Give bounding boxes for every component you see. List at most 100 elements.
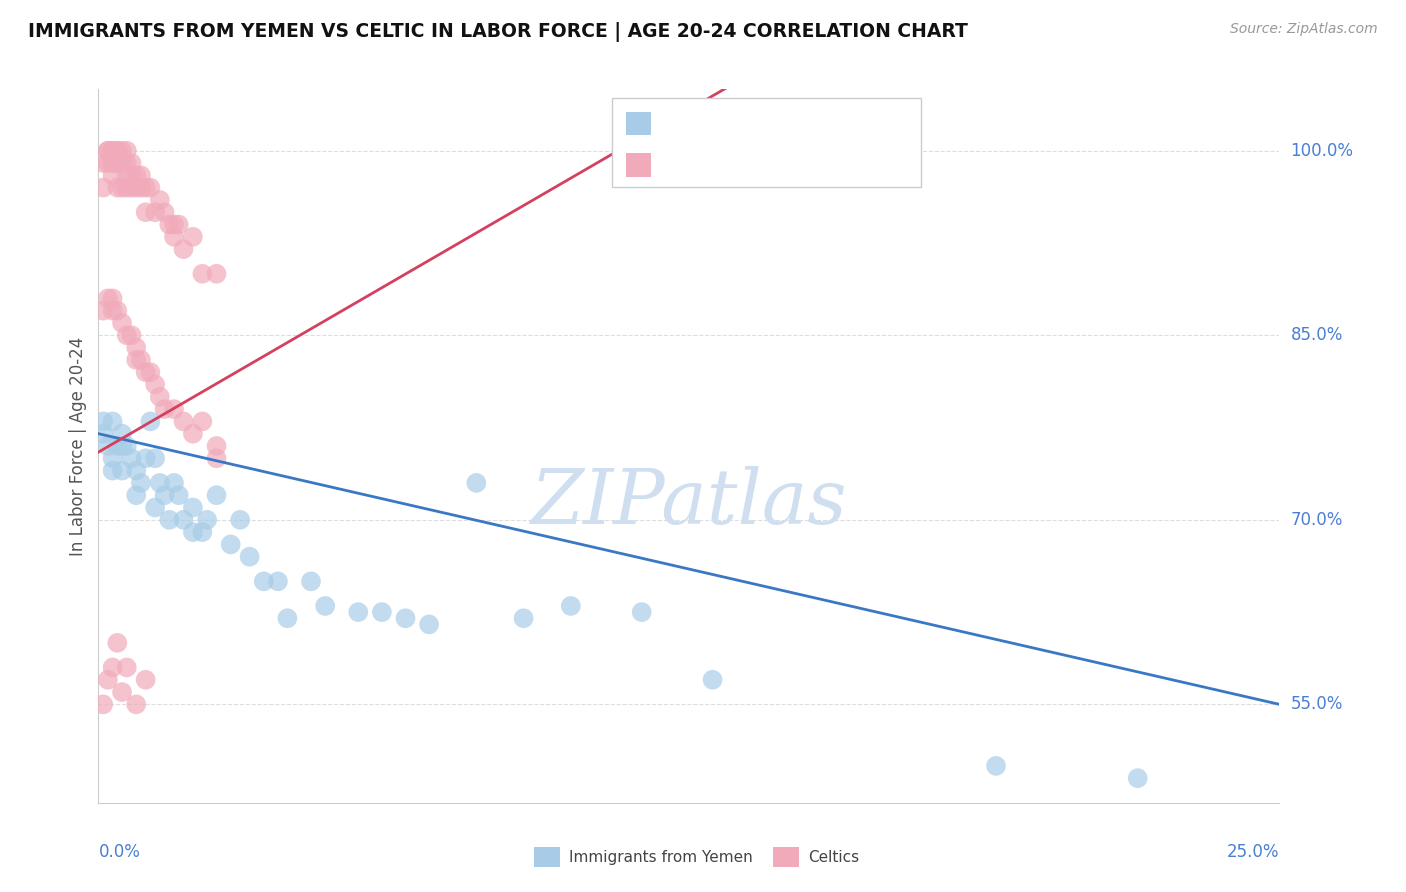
Point — [129, 180, 152, 194]
Y-axis label: In Labor Force | Age 20-24: In Labor Force | Age 20-24 — [69, 336, 87, 556]
Point — [125, 488, 148, 502]
Point — [105, 439, 128, 453]
Point — [115, 180, 138, 194]
Point — [512, 611, 534, 625]
Point — [143, 500, 166, 515]
Point — [111, 426, 134, 441]
Point — [111, 144, 134, 158]
Point — [157, 513, 180, 527]
Point — [205, 267, 228, 281]
Point — [314, 599, 336, 613]
Text: 70.0%: 70.0% — [1291, 511, 1343, 529]
Point — [91, 698, 114, 712]
Point — [418, 617, 440, 632]
Point — [111, 156, 134, 170]
Point — [125, 464, 148, 478]
Point — [121, 180, 143, 194]
Point — [267, 574, 290, 589]
Point — [205, 488, 228, 502]
Point — [91, 303, 114, 318]
Point — [1126, 771, 1149, 785]
Point — [149, 475, 172, 490]
Point — [153, 488, 176, 502]
Point — [115, 169, 138, 183]
Point — [135, 365, 157, 379]
Point — [299, 574, 322, 589]
Point — [139, 365, 162, 379]
Point — [125, 352, 148, 367]
Point — [181, 525, 204, 540]
Point — [115, 328, 138, 343]
Point — [97, 673, 120, 687]
Point — [157, 218, 180, 232]
Point — [239, 549, 262, 564]
Point — [135, 205, 157, 219]
Point — [143, 451, 166, 466]
Point — [97, 144, 120, 158]
Point — [105, 636, 128, 650]
Point — [105, 180, 128, 194]
Point — [191, 267, 214, 281]
Point — [129, 169, 152, 183]
Point — [101, 660, 124, 674]
Point — [91, 180, 114, 194]
Point — [195, 513, 218, 527]
Point — [125, 169, 148, 183]
Point — [149, 193, 172, 207]
Point — [97, 291, 120, 305]
Point — [115, 439, 138, 453]
Text: Celtics: Celtics — [808, 850, 859, 864]
Point — [229, 513, 252, 527]
Point — [167, 218, 190, 232]
Point — [139, 180, 162, 194]
Point — [125, 698, 148, 712]
Point — [111, 180, 134, 194]
Point — [115, 660, 138, 674]
Point — [101, 169, 124, 183]
Point — [115, 156, 138, 170]
Point — [111, 464, 134, 478]
Point — [465, 475, 488, 490]
Text: R = -0.352   N = 49: R = -0.352 N = 49 — [662, 114, 852, 132]
Point — [101, 156, 124, 170]
Point — [125, 341, 148, 355]
Point — [172, 242, 194, 256]
Point — [115, 144, 138, 158]
Point — [111, 439, 134, 453]
Point — [105, 303, 128, 318]
Point — [394, 611, 416, 625]
Point — [135, 180, 157, 194]
Point — [101, 451, 124, 466]
Point — [105, 156, 128, 170]
Point — [91, 414, 114, 428]
Point — [101, 464, 124, 478]
Point — [253, 574, 276, 589]
Point — [139, 414, 162, 428]
Text: R =  0.441   N = 72: R = 0.441 N = 72 — [662, 156, 852, 174]
Point — [191, 525, 214, 540]
Text: Source: ZipAtlas.com: Source: ZipAtlas.com — [1230, 22, 1378, 37]
Text: 55.0%: 55.0% — [1291, 696, 1343, 714]
Point — [167, 488, 190, 502]
Point — [105, 156, 128, 170]
Point — [97, 144, 120, 158]
Text: 85.0%: 85.0% — [1291, 326, 1343, 344]
Point — [219, 537, 242, 551]
Point — [149, 390, 172, 404]
Point — [125, 180, 148, 194]
Point — [97, 156, 120, 170]
Point — [984, 759, 1007, 773]
Point — [101, 414, 124, 428]
Point — [205, 439, 228, 453]
Point — [105, 144, 128, 158]
Point — [129, 352, 152, 367]
Point — [129, 475, 152, 490]
Point — [143, 205, 166, 219]
Text: 100.0%: 100.0% — [1291, 142, 1354, 160]
Point — [172, 513, 194, 527]
Text: 0.0%: 0.0% — [98, 843, 141, 861]
Text: ZIPatlas: ZIPatlas — [530, 467, 848, 540]
Point — [121, 169, 143, 183]
Point — [111, 685, 134, 699]
Point — [153, 205, 176, 219]
